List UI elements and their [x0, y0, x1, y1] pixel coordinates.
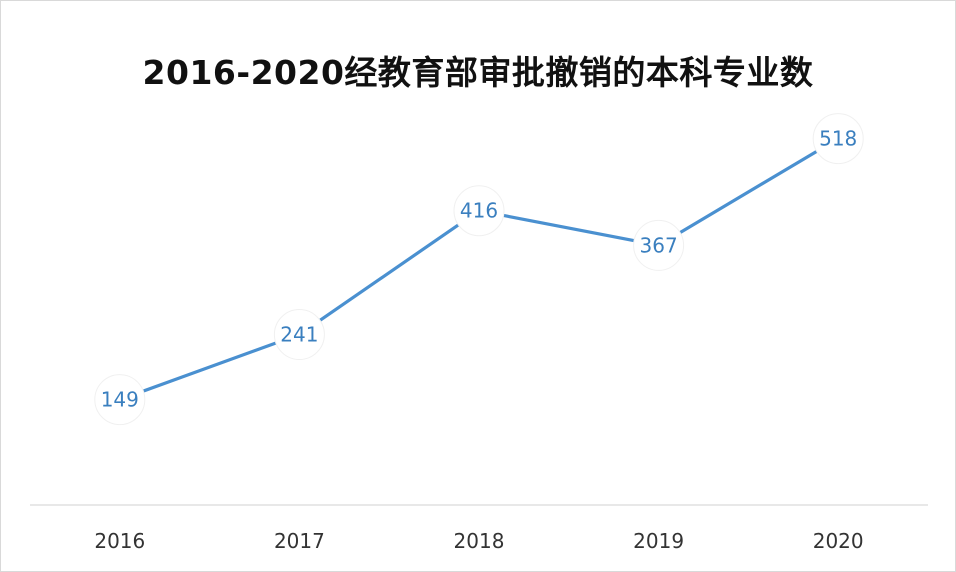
- data-label: 149: [101, 388, 139, 412]
- data-point: [633, 219, 685, 271]
- data-label: 416: [460, 199, 498, 223]
- x-tick-label: 2018: [454, 529, 505, 553]
- data-label: 518: [819, 127, 857, 151]
- data-label: 367: [640, 233, 678, 257]
- data-point: [453, 185, 505, 237]
- chart-title: 2016-2020经教育部审批撤销的本科专业数: [142, 53, 814, 92]
- x-tick-label: 2020: [813, 529, 864, 553]
- x-tick-label: 2016: [94, 529, 145, 553]
- x-tick-label: 2017: [274, 529, 325, 553]
- data-point: [812, 113, 864, 165]
- data-point: [273, 309, 325, 361]
- series-line: [118, 136, 840, 402]
- data-label: 241: [280, 323, 318, 347]
- x-tick-label: 2019: [633, 529, 684, 553]
- data-point: [94, 374, 146, 426]
